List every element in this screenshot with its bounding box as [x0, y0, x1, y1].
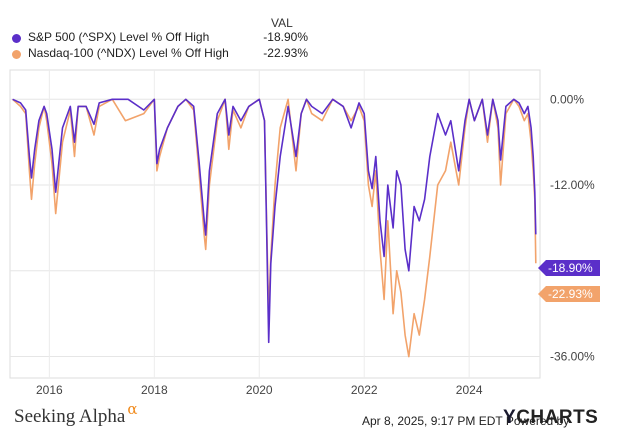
- ndx-color-dot: [12, 50, 21, 59]
- legend-item-spx-name: S&P 500 (^SPX) Level % Off High: [28, 30, 210, 44]
- chart-plot: 2016 2018 2020 2022 20240.00%-12.00%-36.00% …: [9, 69, 600, 395]
- plot-frame: [9, 69, 541, 379]
- y-tick-label: -12.00%: [550, 178, 595, 192]
- chart-legend: VAL S&P 500 (^SPX) Level % Off High -18.…: [0, 0, 635, 70]
- x-tick-label: 2024: [456, 383, 483, 395]
- legend-item-ndx-name: Nasdaq-100 (^NDX) Level % Off High: [28, 46, 229, 60]
- end-label-tag: [538, 260, 600, 276]
- ycharts-y: Y: [503, 407, 517, 428]
- series-line-spx: [12, 98, 537, 344]
- alpha-mark: α: [127, 400, 138, 418]
- end-label-text: -22.93%: [548, 287, 593, 301]
- end-label-text: -18.90%: [548, 261, 593, 275]
- x-tick-label: 2016: [36, 383, 63, 395]
- end-label-ndx: -22.93%: [538, 286, 600, 302]
- legend-item-ndx-value: -22.93%: [263, 46, 308, 60]
- ycharts-rest: CHARTS: [516, 407, 599, 428]
- x-tick-label: 2022: [351, 383, 378, 395]
- brand-name: Seeking Alpha: [14, 406, 126, 427]
- seeking-alpha-logo: Seeking Alpha α: [14, 400, 138, 428]
- end-label-spx: -18.90%: [538, 260, 600, 276]
- axes: 2016 2018 2020 2022 2024 0.00% -12.00% -36.00%: [36, 92, 595, 395]
- spx-color-dot: [12, 34, 21, 43]
- x-tick-label: 2020: [246, 383, 273, 395]
- timestamp: Apr 8, 2025, 9:17 PM EDT Powered by: [362, 414, 570, 428]
- legend-item-spx-value: -18.90%: [263, 30, 308, 44]
- ycharts-logo: YCHARTS: [503, 407, 598, 429]
- y-tick-label: -36.00%: [550, 350, 595, 364]
- end-label-tag: [538, 286, 600, 302]
- end-labels: -18.90% -22.93%: [538, 260, 600, 302]
- footer: Seeking Alpha α Apr 8, 2025, 9:17 PM EDT …: [0, 395, 635, 439]
- series-group: [12, 98, 537, 358]
- legend-value-header: VAL: [271, 16, 293, 30]
- x-tick-label: 2018: [141, 383, 168, 395]
- y-tick-label: 0.00%: [550, 92, 584, 106]
